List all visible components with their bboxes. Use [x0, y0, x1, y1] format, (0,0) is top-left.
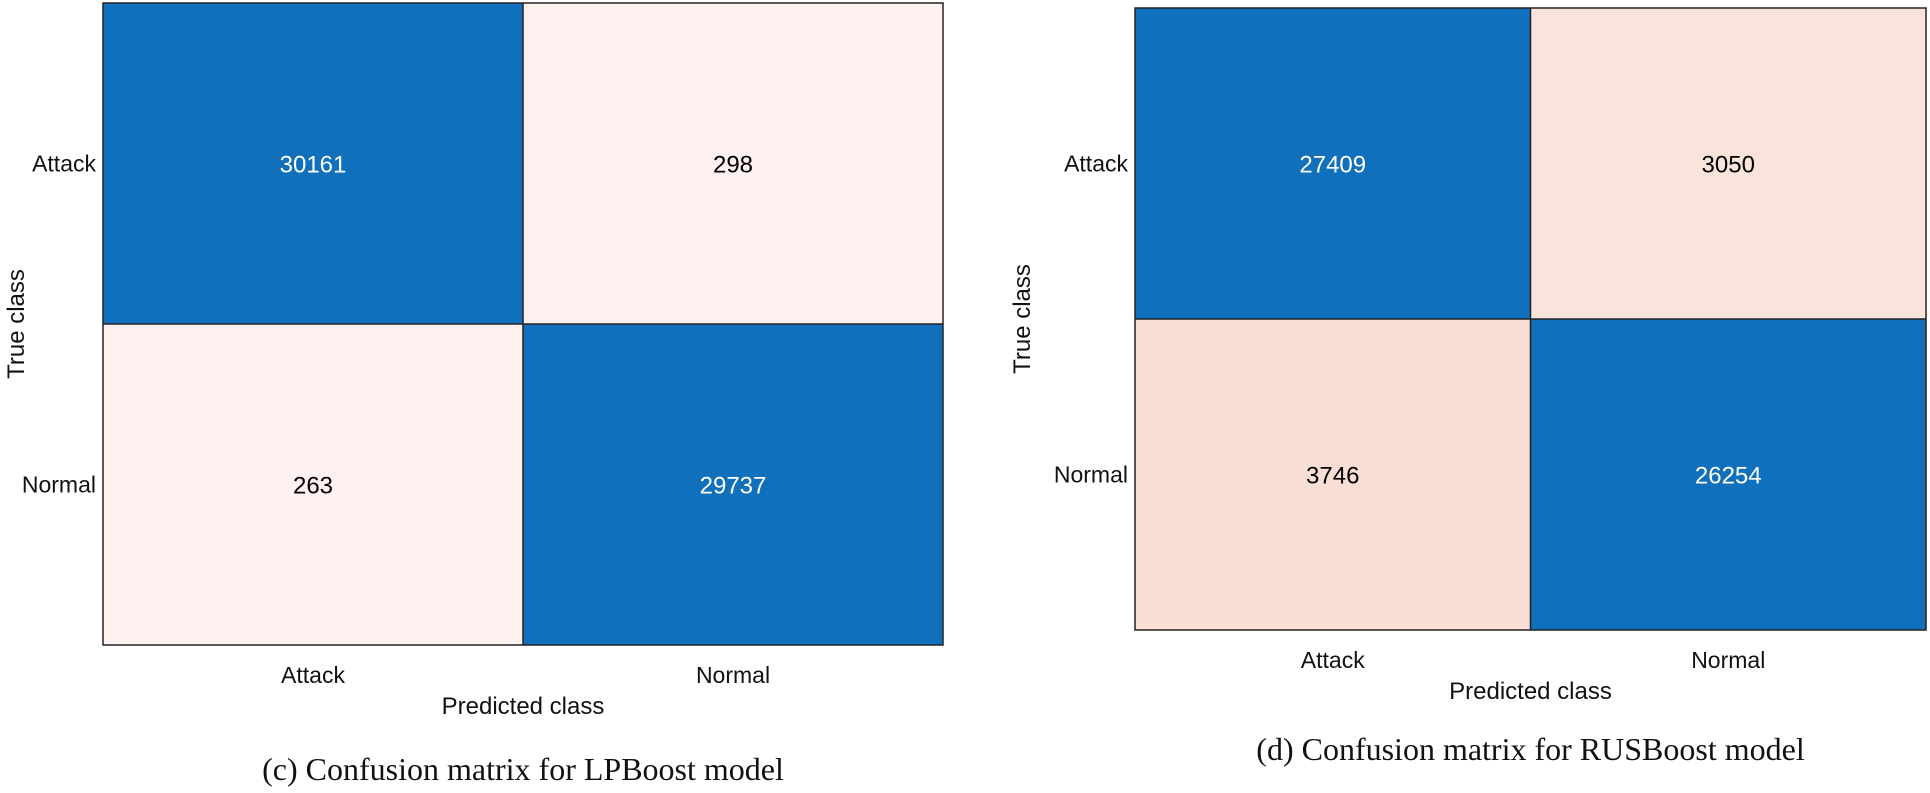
panel-caption: (c) Confusion matrix for LPBoost model [262, 751, 784, 787]
matrix-cell [103, 324, 523, 645]
y-axis-label: True class [3, 269, 30, 379]
panel-rusboost: 27409 3050 3746 26254 Attack Normal Attack No… [1009, 7, 1927, 767]
cell-value-label: 29737 [700, 473, 767, 500]
cell-value-label: 26254 [1695, 463, 1762, 490]
y-tick-label: Attack [1064, 151, 1128, 177]
matrix-cell [523, 324, 943, 645]
y-tick-label: Normal [22, 472, 96, 498]
matrix-cell [103, 3, 523, 324]
y-axis-label: True class [1009, 264, 1036, 374]
cell-value-label: 263 [293, 473, 333, 500]
x-tick-label: Normal [1691, 647, 1765, 673]
matrix-cell [1530, 319, 1926, 630]
x-axis-label: Predicted class [1449, 678, 1612, 705]
x-axis-label: Predicted class [442, 693, 605, 720]
cell-value-label: 27409 [1299, 152, 1366, 179]
y-tick-label: Normal [1054, 462, 1128, 488]
cell-value-label: 3746 [1306, 463, 1359, 490]
matrix-cell [1135, 319, 1531, 630]
x-tick-label: Attack [281, 662, 345, 688]
panel-caption: (d) Confusion matrix for RUSBoost model [1256, 731, 1805, 767]
panel-lpboost: 30161 298 263 29737 Attack Normal Attack Norm… [3, 2, 944, 787]
matrix-cell [1135, 8, 1531, 319]
matrix-cell [523, 3, 943, 324]
cell-value-label: 30161 [280, 152, 347, 179]
matrix-cell [1530, 8, 1926, 319]
cell-value-label: 3050 [1702, 152, 1755, 179]
y-tick-label: Attack [32, 151, 96, 177]
x-tick-label: Attack [1301, 647, 1365, 673]
x-tick-label: Normal [696, 662, 770, 688]
cell-value-label: 298 [713, 152, 753, 179]
